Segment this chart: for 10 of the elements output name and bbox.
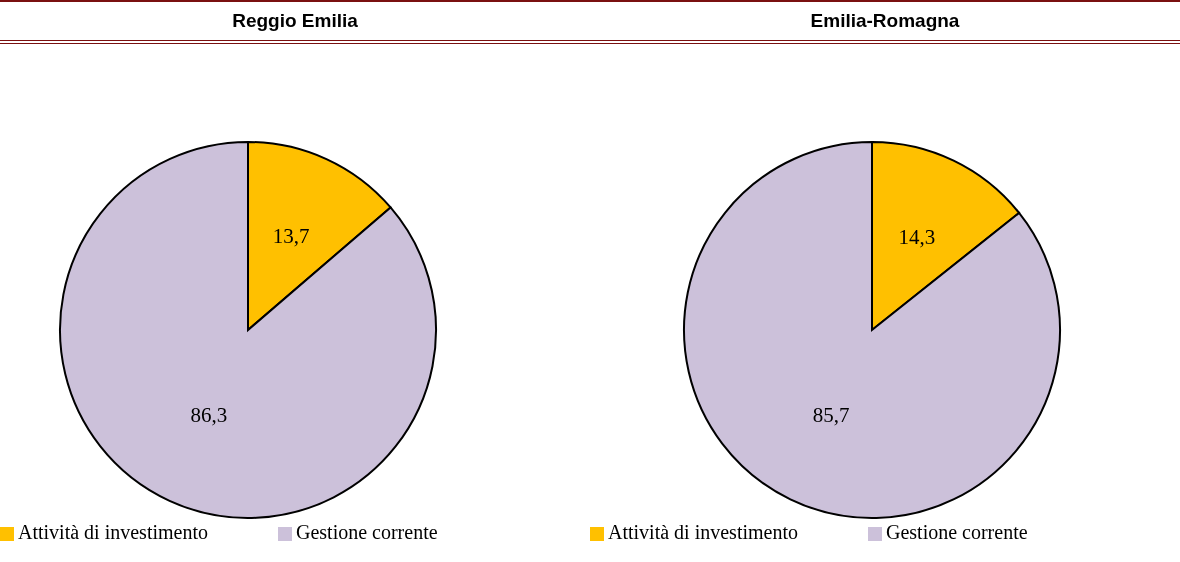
data-label: 85,7 (812, 402, 850, 427)
data-label: 13,7 (272, 224, 310, 249)
chart-title: Emilia-Romagna (590, 0, 1180, 44)
legend-label: Gestione corrente (295, 521, 438, 543)
data-label: 14,3 (898, 224, 936, 249)
legend-label: Attività di investimento (18, 521, 208, 543)
legend-label: Attività di investimento (608, 521, 798, 543)
chart-title: Reggio Emilia (0, 0, 590, 44)
legend-label: Gestione corrente (885, 521, 1028, 543)
data-label: 86,3 (190, 403, 228, 428)
